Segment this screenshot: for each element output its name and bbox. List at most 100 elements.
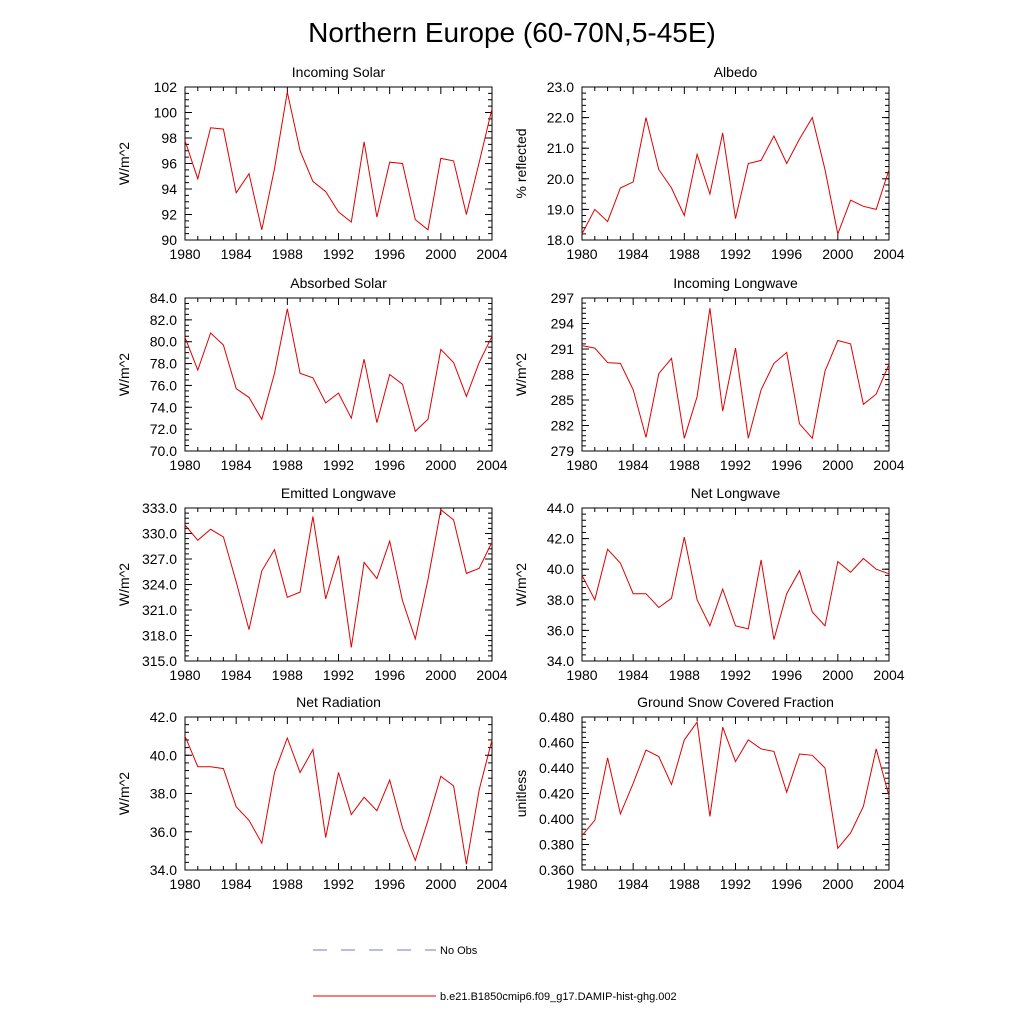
y-tick-label: 96 [161, 156, 177, 172]
x-tick-label: 1992 [720, 246, 751, 262]
x-tick-label: 1980 [566, 246, 597, 262]
chart-panel-3: Absorbed Solar W/m^2 1980 1984 1988 1992 1996 2… [116, 275, 508, 473]
y-tick-label: 38.0 [547, 592, 574, 608]
plot-frame [184, 297, 493, 452]
series-line [184, 308, 493, 433]
x-tick-label: 1984 [618, 246, 649, 262]
panel-title: Incoming Solar [292, 64, 386, 80]
x-tick-label: 1988 [669, 876, 700, 892]
y-axis-label: W/m^2 [116, 353, 132, 396]
panel-title: Net Longwave [691, 485, 781, 501]
y-tick-label: 0.380 [539, 837, 574, 853]
x-tick-label: 1996 [374, 246, 405, 262]
x-tick-label: 2000 [425, 246, 456, 262]
series-line [581, 116, 890, 236]
plot-frame [184, 716, 493, 871]
y-tick-label: 321.0 [142, 602, 177, 618]
x-tick-label: 1988 [272, 246, 303, 262]
y-axis-label: W/m^2 [116, 142, 132, 185]
chart-panel-7: Net Radiation W/m^2 1980 1984 1988 1992 1996 20… [116, 694, 508, 892]
y-tick-label: 36.0 [547, 622, 574, 638]
y-axis-label: unitless [513, 770, 529, 817]
y-tick-label: 82.0 [150, 312, 177, 328]
y-tick-label: 0.420 [539, 786, 574, 802]
plot-frame [581, 716, 890, 871]
x-tick-label: 1996 [771, 457, 802, 473]
x-tick-label: 1984 [618, 457, 649, 473]
plot-frame [184, 507, 493, 662]
x-tick-label: 1988 [272, 457, 303, 473]
y-tick-label: 21.0 [547, 140, 574, 156]
y-tick-label: 72.0 [150, 421, 177, 437]
x-tick-label: 2004 [873, 457, 904, 473]
y-tick-label: 291 [551, 341, 575, 357]
y-tick-label: 42.0 [150, 709, 177, 725]
x-tick-label: 1988 [272, 667, 303, 683]
plot-frame [581, 507, 890, 662]
x-tick-label: 1988 [272, 876, 303, 892]
series-line [184, 735, 493, 865]
y-tick-label: 297 [551, 290, 575, 306]
y-axis-label: W/m^2 [513, 353, 529, 396]
x-tick-label: 2000 [425, 457, 456, 473]
x-tick-label: 2000 [822, 667, 853, 683]
y-tick-label: 0.460 [539, 735, 574, 751]
y-axis-label: W/m^2 [116, 563, 132, 606]
x-tick-label: 1996 [771, 667, 802, 683]
y-tick-label: 23.0 [547, 79, 574, 95]
legend: No Obs b.e21.B1850cmip6.f09_g17.DAMIP-hi… [313, 945, 677, 1003]
x-tick-label: 2000 [425, 876, 456, 892]
x-tick-label: 1980 [169, 667, 200, 683]
x-tick-label: 2000 [822, 876, 853, 892]
plot-frame [184, 86, 493, 241]
figure-title: Northern Europe (60-70N,5-45E) [308, 17, 716, 48]
y-tick-label: 36.0 [150, 824, 177, 840]
y-tick-label: 34.0 [150, 862, 177, 878]
series-line [581, 308, 890, 440]
y-tick-label: 288 [551, 367, 575, 383]
series-line [184, 91, 493, 231]
legend-obs-label: No Obs [440, 945, 478, 957]
chart-panel-1: Incoming Solar W/m^2 1980 1984 1988 1992 1996 2… [116, 64, 508, 262]
x-tick-label: 1980 [169, 246, 200, 262]
series-line [581, 536, 890, 640]
y-tick-label: 0.440 [539, 760, 574, 776]
x-tick-label: 1992 [720, 876, 751, 892]
x-tick-label: 1984 [618, 876, 649, 892]
x-tick-label: 2000 [822, 246, 853, 262]
x-tick-label: 1992 [323, 246, 354, 262]
x-tick-label: 2000 [425, 667, 456, 683]
y-tick-label: 84.0 [150, 290, 177, 306]
x-tick-label: 2004 [873, 667, 904, 683]
y-tick-label: 0.360 [539, 862, 574, 878]
y-tick-label: 294 [551, 316, 575, 332]
x-tick-label: 1988 [669, 667, 700, 683]
panel-title: Net Radiation [296, 694, 381, 710]
x-tick-label: 1996 [771, 246, 802, 262]
y-tick-label: 80.0 [150, 334, 177, 350]
y-tick-label: 94 [161, 181, 177, 197]
x-tick-label: 1980 [169, 457, 200, 473]
x-tick-label: 1992 [720, 457, 751, 473]
y-tick-label: 282 [551, 418, 575, 434]
y-tick-label: 318.0 [142, 628, 177, 644]
x-tick-label: 1992 [323, 457, 354, 473]
x-tick-label: 1980 [169, 876, 200, 892]
x-tick-label: 1996 [771, 876, 802, 892]
chart-panel-8: Ground Snow Covered Fraction unitless 1980… [513, 694, 905, 892]
x-tick-label: 2004 [873, 876, 904, 892]
y-tick-label: 70.0 [150, 443, 177, 459]
y-tick-label: 327.0 [142, 551, 177, 567]
x-tick-label: 1984 [618, 667, 649, 683]
x-tick-label: 1984 [221, 667, 252, 683]
legend-model-label: b.e21.B1850cmip6.f09_g17.DAMIP-hist-ghg.… [440, 991, 677, 1003]
y-tick-label: 22.0 [547, 110, 574, 126]
x-tick-label: 2000 [822, 457, 853, 473]
y-axis-label: W/m^2 [116, 772, 132, 815]
y-tick-label: 285 [551, 392, 575, 408]
chart-panel-5: Emitted Longwave W/m^2 1980 1984 1988 1992 199… [116, 485, 508, 683]
y-tick-label: 315.0 [142, 653, 177, 669]
chart-panel-2: Albedo % reflected 1980 1984 1988 1992 1996 200… [513, 64, 905, 262]
y-tick-label: 279 [551, 443, 575, 459]
